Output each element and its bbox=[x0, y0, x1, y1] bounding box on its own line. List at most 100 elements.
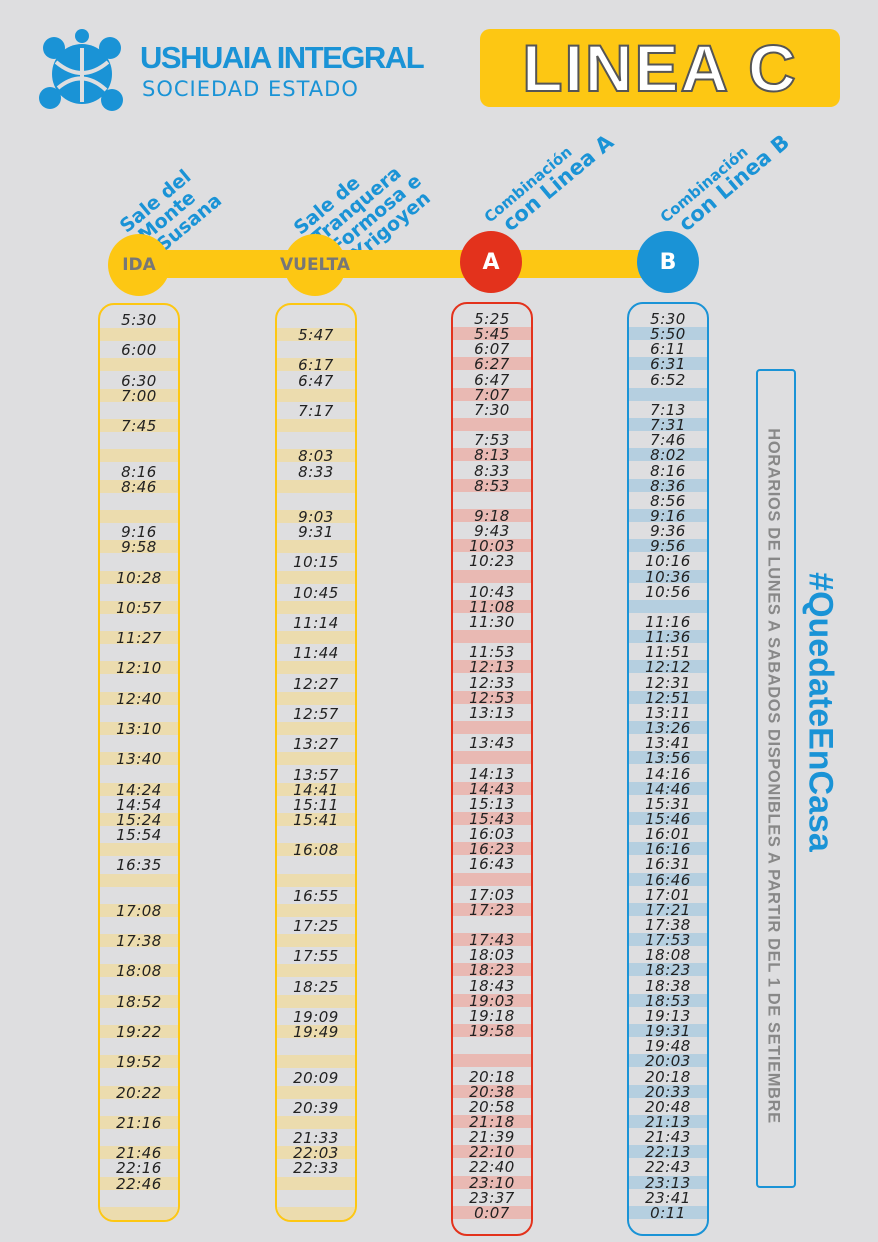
page-title: LINEA C bbox=[521, 30, 798, 106]
departure-time: 19:52 bbox=[116, 1053, 162, 1072]
row-stripe bbox=[629, 1024, 707, 1038]
departure-time: 5:25 bbox=[474, 310, 510, 328]
row-stripe bbox=[100, 631, 178, 645]
departure-time: 20:33 bbox=[645, 1082, 691, 1101]
row-stripe bbox=[629, 478, 707, 492]
departure-time: 10:45 bbox=[293, 583, 339, 602]
departure-time: 13:26 bbox=[645, 719, 691, 738]
departure-time: 10:56 bbox=[645, 582, 691, 601]
departure-time: 0:11 bbox=[650, 1203, 686, 1222]
row-stripe bbox=[453, 1205, 531, 1219]
row-stripe bbox=[629, 1175, 707, 1189]
departure-time: 18:38 bbox=[645, 976, 691, 995]
departure-time: 20:09 bbox=[293, 1068, 339, 1087]
departure-time: 21:18 bbox=[469, 1112, 515, 1131]
row-stripe bbox=[100, 1176, 178, 1190]
departure-time: 9:58 bbox=[121, 538, 157, 557]
stop-vuelta: VUELTA bbox=[280, 234, 350, 296]
schedule-linea-a: 5:25 5:45 6:07 6:27 6:47 7:07 7:30 7:53 8:13 8:33… bbox=[451, 302, 533, 1236]
departure-time: 21:43 bbox=[645, 1128, 691, 1147]
departure-time: 15:54 bbox=[116, 826, 162, 845]
row-stripe bbox=[100, 903, 178, 917]
departure-time: 22:40 bbox=[469, 1158, 515, 1177]
departure-time: 16:35 bbox=[116, 856, 162, 875]
departure-time: 22:33 bbox=[293, 1159, 339, 1178]
departure-time: 14:13 bbox=[469, 764, 515, 783]
departure-time: 17:03 bbox=[469, 885, 515, 904]
departure-time: 15:41 bbox=[293, 810, 339, 829]
stop-linea-b: B bbox=[637, 231, 699, 293]
departure-time: 7:30 bbox=[474, 400, 510, 419]
row-stripe bbox=[100, 812, 178, 826]
departure-time: 9:03 bbox=[298, 507, 334, 526]
departure-time: 8:16 bbox=[650, 461, 686, 480]
departure-time: 20:18 bbox=[645, 1067, 691, 1086]
row-stripe bbox=[277, 1085, 355, 1099]
row-stripe bbox=[629, 539, 707, 553]
departure-time: 9:36 bbox=[650, 522, 686, 541]
row-stripe bbox=[629, 1205, 707, 1219]
row-stripe bbox=[277, 1146, 355, 1160]
departure-time: 8:53 bbox=[474, 476, 510, 495]
departure-time: 8:16 bbox=[121, 462, 157, 481]
departure-time: 18:43 bbox=[469, 976, 515, 995]
departure-time: 16:43 bbox=[469, 855, 515, 874]
row-stripe bbox=[453, 327, 531, 341]
row-stripe bbox=[453, 963, 531, 977]
row-stripe bbox=[277, 358, 355, 372]
departure-time: 17:25 bbox=[293, 917, 339, 935]
row-stripe bbox=[100, 358, 178, 372]
departure-time: 12:57 bbox=[293, 704, 339, 723]
departure-time: 20:48 bbox=[645, 1097, 691, 1116]
departure-time: 11:30 bbox=[469, 613, 515, 631]
row-stripe bbox=[453, 508, 531, 522]
departure-time: 8:46 bbox=[121, 477, 157, 496]
row-stripe bbox=[100, 1146, 178, 1160]
row-stripe bbox=[629, 963, 707, 977]
row-stripe bbox=[100, 540, 178, 554]
row-stripe bbox=[277, 752, 355, 766]
row-stripe bbox=[453, 357, 531, 371]
departure-time: 6:52 bbox=[650, 370, 686, 389]
row-stripe bbox=[100, 328, 178, 342]
departure-time: 17:38 bbox=[645, 916, 691, 934]
departure-time: 6:07 bbox=[474, 340, 510, 359]
row-stripe bbox=[453, 569, 531, 583]
row-stripe bbox=[277, 479, 355, 493]
departure-time: 7:46 bbox=[650, 431, 686, 450]
row-stripe bbox=[277, 509, 355, 523]
row-stripe bbox=[629, 1054, 707, 1068]
departure-time: 5:30 bbox=[121, 311, 157, 329]
departure-time: 22:16 bbox=[116, 1159, 162, 1178]
departure-time: 20:03 bbox=[645, 1052, 691, 1071]
departure-time: 9:31 bbox=[298, 523, 334, 542]
departure-time: 12:40 bbox=[116, 689, 162, 708]
departure-time: 22:03 bbox=[293, 1144, 339, 1163]
departure-time: 16:01 bbox=[645, 825, 691, 844]
departure-time: 5:50 bbox=[650, 325, 686, 344]
departure-time: 10:23 bbox=[469, 552, 515, 571]
row-stripe bbox=[277, 570, 355, 584]
side-note: HORARIOS DE LUNES A SABADOS DISPONIBLES … bbox=[764, 428, 783, 1124]
departure-time: 13:40 bbox=[116, 750, 162, 769]
hashtag: #QuedateEnCasa bbox=[801, 572, 840, 852]
departure-time: 7:31 bbox=[650, 416, 686, 435]
stop-linea-a-label: A bbox=[482, 249, 500, 275]
departure-time: 11:44 bbox=[293, 644, 339, 663]
departure-time: 5:30 bbox=[650, 310, 686, 328]
departure-time: 7:45 bbox=[121, 417, 157, 436]
row-stripe bbox=[629, 690, 707, 704]
row-stripe bbox=[453, 872, 531, 886]
departure-time: 8:56 bbox=[650, 491, 686, 510]
row-stripe bbox=[277, 722, 355, 736]
row-stripe bbox=[629, 357, 707, 371]
row-stripe bbox=[629, 508, 707, 522]
departure-time: 19:18 bbox=[469, 1006, 515, 1025]
departure-time: 14:46 bbox=[645, 779, 691, 798]
departure-time: 10:43 bbox=[469, 582, 515, 601]
departure-time: 13:57 bbox=[293, 765, 339, 784]
schedule-ida: 5:30 6:00 6:30 7:00 7:45 8:16 8:46 9:16 9:58 10:2… bbox=[98, 303, 180, 1222]
departure-time: 14:43 bbox=[469, 779, 515, 798]
departure-time: 19:13 bbox=[645, 1006, 691, 1025]
departure-time: 11:14 bbox=[293, 614, 339, 632]
